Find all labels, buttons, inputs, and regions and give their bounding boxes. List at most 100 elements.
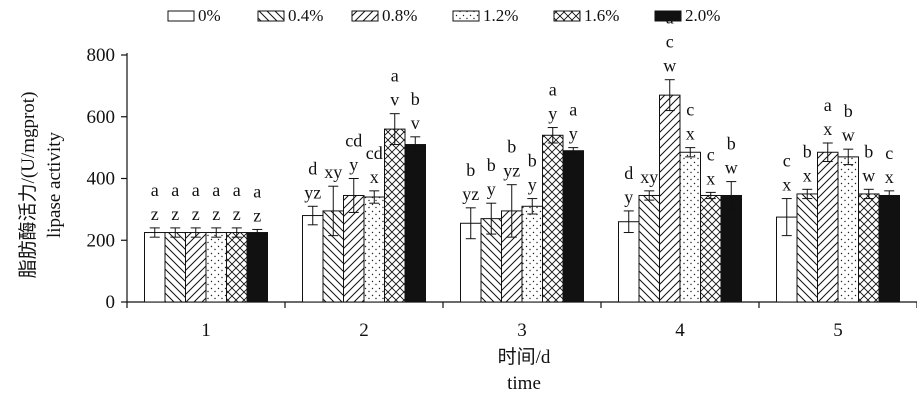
significance-letter: b <box>864 141 873 161</box>
significance-letter: b <box>528 151 537 171</box>
bar <box>817 151 839 303</box>
significance-letter: x <box>782 175 791 195</box>
significance-letter: d <box>308 158 317 178</box>
significance-letter: w <box>862 165 875 185</box>
significance-letter: a <box>666 8 674 28</box>
significance-letter: z <box>192 204 200 224</box>
bar <box>720 194 742 303</box>
bar <box>542 134 564 303</box>
significance-letter: cd <box>345 131 362 151</box>
legend-swatch <box>452 10 480 22</box>
legend-label: 0.8% <box>382 6 417 25</box>
y-axis-title-zh: 脂肪酶活力/(U/mgprot) <box>17 92 39 279</box>
legend-swatch <box>654 10 682 22</box>
y-tick-label: 400 <box>87 169 116 190</box>
bar <box>796 193 818 303</box>
significance-letter: z <box>212 204 220 224</box>
x-tick-label: 1 <box>201 320 211 341</box>
x-axis-title-en: time <box>507 373 541 394</box>
significance-letter: yz <box>462 184 479 204</box>
significance-letter: y <box>624 187 633 207</box>
significance-letter: x <box>803 165 812 185</box>
significance-letter: yz <box>503 161 520 181</box>
bar <box>858 193 880 303</box>
y-axis: 0 200 400 600 800 <box>87 45 128 313</box>
significance-letter: z <box>253 205 261 225</box>
bar <box>226 232 248 303</box>
bar <box>205 232 227 303</box>
significance-letter: y <box>487 179 496 199</box>
significance-letter: b <box>507 137 516 157</box>
legend-label: 1.6% <box>584 6 619 25</box>
significance-letter: c <box>885 143 893 163</box>
significance-letter: b <box>803 141 812 161</box>
significance-letter: a <box>549 80 557 100</box>
bar <box>246 232 268 303</box>
significance-letter: c <box>686 100 694 120</box>
legend: 0% 0.4% 0.8% 1.2% 1.6% 2.0% <box>167 6 720 25</box>
significance-letter: a <box>569 100 577 120</box>
significance-letter: y <box>349 155 358 175</box>
x-tick-label: 2 <box>359 320 369 341</box>
significance-letter: w <box>725 158 738 178</box>
significance-letter: a <box>151 180 159 200</box>
significance-letter: xy <box>640 167 658 187</box>
y-axis-title-en: lipase activity <box>44 131 65 238</box>
significance-letter: a <box>192 180 200 200</box>
significance-letter: a <box>171 180 179 200</box>
legend-label: 2.0% <box>685 6 720 25</box>
bar <box>384 128 406 303</box>
significance-letter: w <box>842 125 855 145</box>
y-tick-label: 600 <box>87 107 116 128</box>
legend-swatch <box>553 10 581 22</box>
significance-letter: a <box>212 180 220 200</box>
legend-swatch <box>257 10 285 22</box>
legend-label: 1.2% <box>483 6 518 25</box>
significance-letter: yz <box>304 182 321 202</box>
significance-letter: a <box>391 66 399 86</box>
significance-letter: x <box>370 167 379 187</box>
significance-letter: c <box>666 32 674 52</box>
bar <box>404 144 426 303</box>
significance-letter: x <box>706 168 715 188</box>
significance-letter: xy <box>324 162 342 182</box>
x-tick-label: 5 <box>833 320 843 341</box>
significance-letter: w <box>663 56 676 76</box>
bar <box>562 150 584 303</box>
bar <box>638 194 660 303</box>
significance-letter: y <box>569 124 578 144</box>
bar <box>618 221 640 303</box>
significance-letter: x <box>686 124 695 144</box>
bar <box>521 205 543 303</box>
significance-letter: b <box>727 134 736 154</box>
significance-letter: d <box>624 163 633 183</box>
significance-letter: x <box>885 167 894 187</box>
significance-letter: b <box>844 101 853 121</box>
x-axis: 1 2 3 4 5 <box>126 301 917 341</box>
bar <box>700 194 722 303</box>
bar <box>363 196 385 303</box>
significance-letter: v <box>411 113 420 133</box>
bar <box>679 151 701 303</box>
significance-letter: cd <box>366 143 383 163</box>
significance-letter: y <box>528 175 537 195</box>
significance-letter: a <box>824 95 832 115</box>
significance-letter: a <box>253 181 261 201</box>
significance-letter: x <box>823 119 832 139</box>
bar <box>144 232 166 303</box>
significance-letter: c <box>783 151 791 171</box>
bar <box>659 94 681 303</box>
bar <box>837 156 859 303</box>
significance-letter: b <box>487 155 496 175</box>
significance-letter: z <box>151 204 159 224</box>
significance-letter: b <box>411 89 420 109</box>
y-tick-label: 0 <box>106 292 116 313</box>
y-tick-label: 800 <box>87 45 116 66</box>
significance-letter: z <box>171 204 179 224</box>
bar <box>164 232 186 303</box>
bar <box>878 194 900 303</box>
significance-letter: z <box>233 204 241 224</box>
